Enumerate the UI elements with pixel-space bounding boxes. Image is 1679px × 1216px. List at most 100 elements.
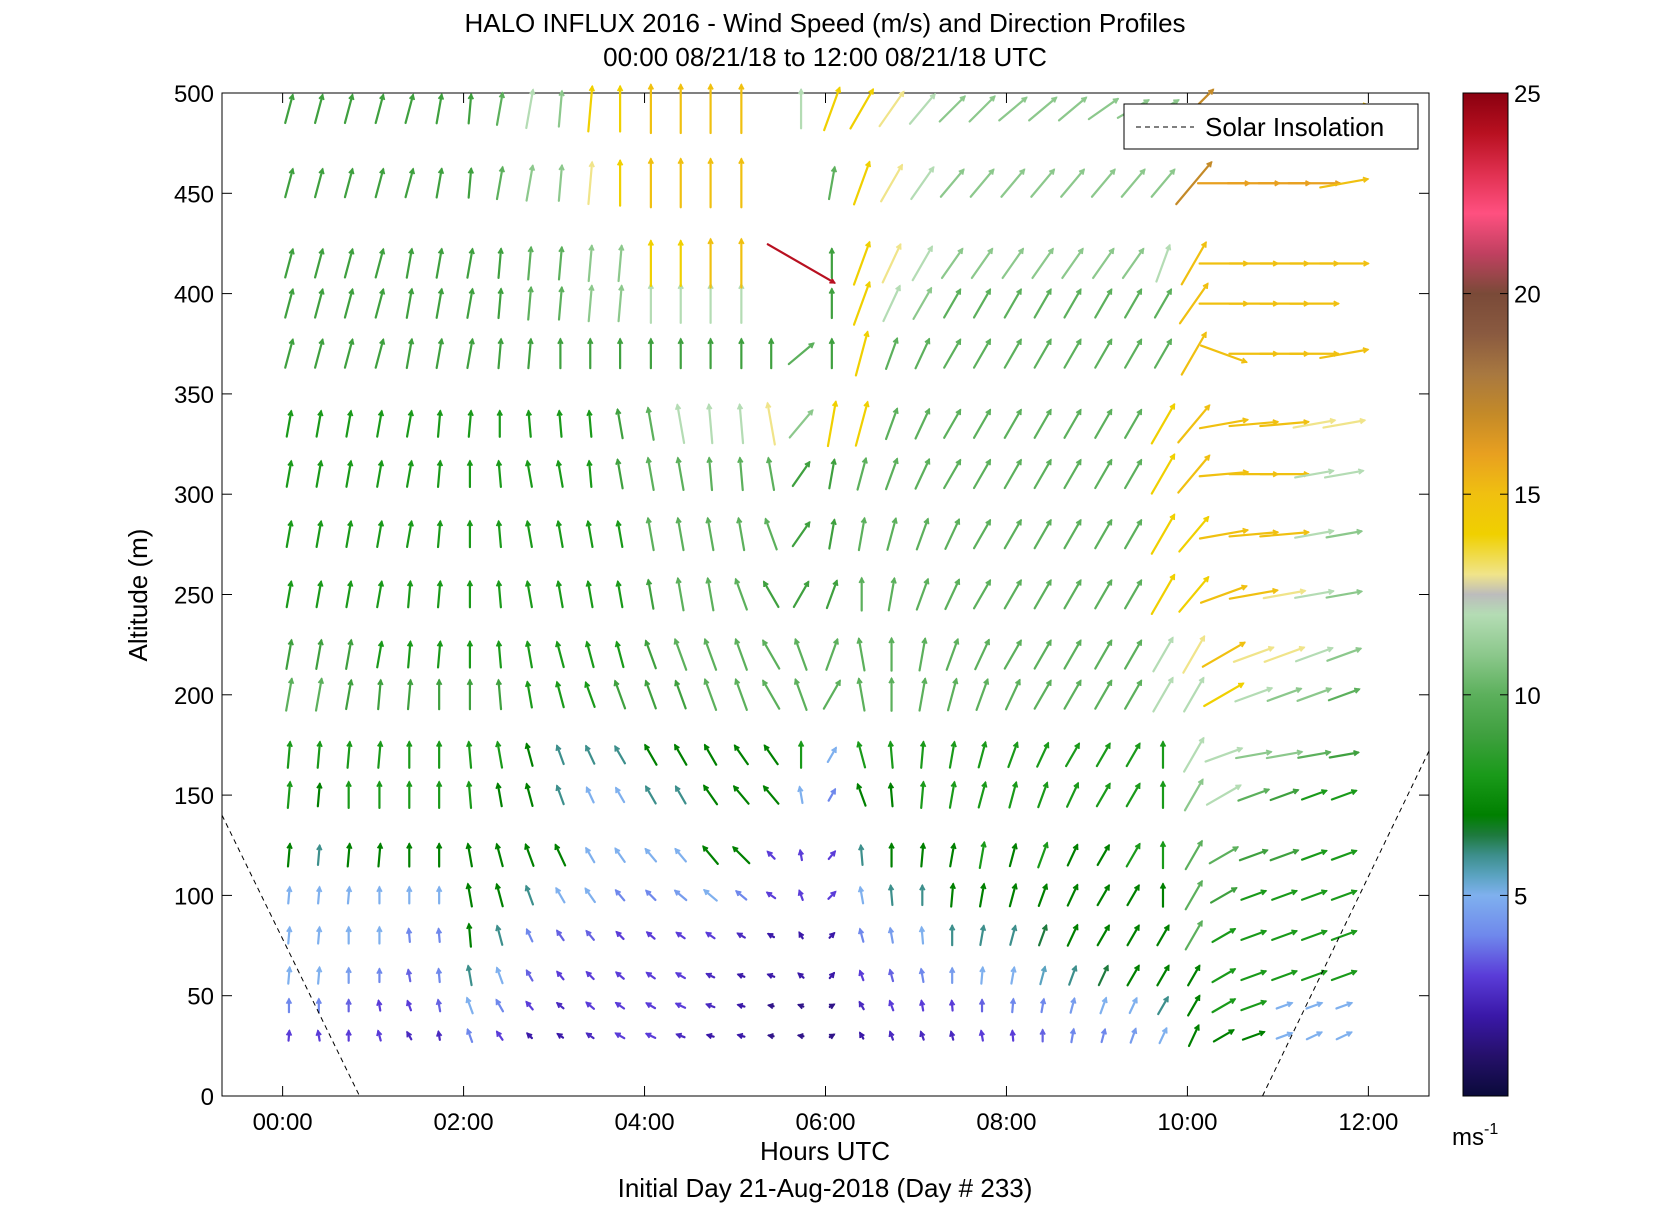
wind-arrow-head xyxy=(1299,588,1307,595)
wind-arrow-shaft xyxy=(852,161,871,206)
wind-arrow-head xyxy=(674,679,681,687)
wind-arrow xyxy=(1037,781,1049,809)
wind-arrow-head xyxy=(436,640,444,647)
wind-arrow-shaft xyxy=(1063,579,1082,610)
wind-arrow-shaft xyxy=(1180,331,1207,376)
wind-arrow-head xyxy=(736,402,744,410)
wind-arrow-shaft xyxy=(978,883,986,908)
wind-arrow-head xyxy=(1265,749,1273,756)
wind-arrow xyxy=(376,459,385,488)
wind-arrow-shaft xyxy=(920,781,925,809)
wind-arrow xyxy=(554,843,567,867)
wind-arrow xyxy=(827,850,837,861)
wind-arrow-shaft xyxy=(555,681,565,709)
wind-arrow-head xyxy=(736,932,743,939)
wind-arrow-head xyxy=(978,998,986,1005)
wind-arrow-head xyxy=(1021,96,1028,103)
wind-arrow-head xyxy=(888,842,895,849)
wind-arrow xyxy=(525,1000,534,1011)
wind-arrow-head xyxy=(524,519,532,527)
wind-arrow xyxy=(1063,639,1082,670)
wind-arrow-head xyxy=(1012,741,1019,749)
wind-arrow xyxy=(828,337,836,370)
wind-arrow xyxy=(793,678,808,711)
wind-arrow-shaft xyxy=(858,928,865,943)
wind-arrow xyxy=(888,636,895,672)
wind-arrow-shaft xyxy=(557,520,564,549)
wind-arrow-shaft xyxy=(557,164,564,202)
wind-arrow-shaft xyxy=(972,579,992,610)
wind-arrow-shaft xyxy=(733,744,749,766)
wind-arrow-shaft xyxy=(889,884,894,907)
wind-arrow xyxy=(1124,288,1143,319)
wind-arrow-shaft xyxy=(1335,1031,1353,1041)
wind-arrow xyxy=(584,887,596,904)
wind-arrow-head xyxy=(1136,579,1143,586)
wind-arrow-head xyxy=(1350,929,1358,936)
wind-arrow xyxy=(435,740,443,769)
wind-arrow-head xyxy=(919,780,927,788)
wind-arrow-head xyxy=(645,406,652,414)
wind-arrow xyxy=(1319,347,1370,360)
wind-arrow-head xyxy=(674,785,681,792)
wind-arrow-shaft xyxy=(1300,889,1328,901)
wind-arrow xyxy=(763,744,779,766)
wind-arrow-head xyxy=(1239,641,1247,648)
wind-arrow-head xyxy=(887,883,895,891)
wind-arrow xyxy=(1001,247,1024,280)
y-tick-label: 400 xyxy=(174,282,214,309)
wind-arrow xyxy=(1294,528,1335,539)
wind-arrow xyxy=(1033,579,1052,610)
wind-arrow xyxy=(284,338,295,369)
wind-arrow xyxy=(1033,679,1052,710)
wind-arrow xyxy=(884,407,899,441)
wind-arrow-shaft xyxy=(617,284,623,323)
wind-arrow-shaft xyxy=(1063,409,1082,439)
wind-arrow-shaft xyxy=(497,288,503,320)
wind-arrow xyxy=(1300,789,1328,801)
wind-arrow xyxy=(762,785,780,805)
chart-title: HALO INFLUX 2016 - Wind Speed (m/s) and … xyxy=(464,8,1185,38)
wind-arrow-shaft xyxy=(437,968,441,984)
wind-arrow-head xyxy=(525,1000,532,1008)
wind-arrow-shaft xyxy=(857,677,866,712)
wind-arrow xyxy=(616,158,624,207)
wind-arrow-head xyxy=(1228,1029,1235,1035)
wind-arrow-shaft xyxy=(284,248,294,279)
wind-arrow-head xyxy=(738,83,745,90)
wind-arrow-head xyxy=(978,1029,986,1037)
wind-arrow-head xyxy=(347,409,354,417)
wind-arrow xyxy=(614,640,625,669)
wind-arrow-shaft xyxy=(1094,288,1113,319)
wind-arrow-head xyxy=(1104,742,1111,749)
wind-arrow-shaft xyxy=(374,288,385,319)
wind-arrow-head xyxy=(317,459,324,467)
wind-arrow-shaft xyxy=(497,460,502,488)
wind-arrow-head xyxy=(615,519,622,527)
wind-arrow-head xyxy=(616,337,624,345)
wind-arrow xyxy=(888,842,895,868)
wind-arrow xyxy=(467,409,474,438)
wind-arrow-head xyxy=(1131,996,1138,1004)
wind-arrow xyxy=(405,247,415,279)
wind-arrow-shaft xyxy=(467,923,472,948)
wind-arrow-head xyxy=(1080,96,1088,103)
wind-arrow-shaft xyxy=(859,844,864,866)
wind-arrow-shaft xyxy=(285,460,293,488)
wind-arrow-head xyxy=(379,167,386,175)
wind-arrow xyxy=(888,999,895,1012)
wind-arrow-shaft xyxy=(1129,1027,1137,1044)
wind-arrow xyxy=(1094,458,1113,490)
wind-arrow xyxy=(948,999,956,1012)
wind-arrow-shaft xyxy=(674,848,687,863)
wind-arrow xyxy=(587,84,596,133)
wind-arrow xyxy=(1033,338,1052,369)
wind-arrow xyxy=(644,679,657,710)
wind-arrow-head xyxy=(797,785,804,793)
wind-arrow-head xyxy=(1229,928,1237,934)
wind-arrow xyxy=(313,287,325,319)
wind-arrow-head xyxy=(347,519,354,527)
wind-arrow xyxy=(555,640,565,669)
wind-arrow-shaft xyxy=(674,785,687,805)
wind-arrow xyxy=(827,787,837,802)
